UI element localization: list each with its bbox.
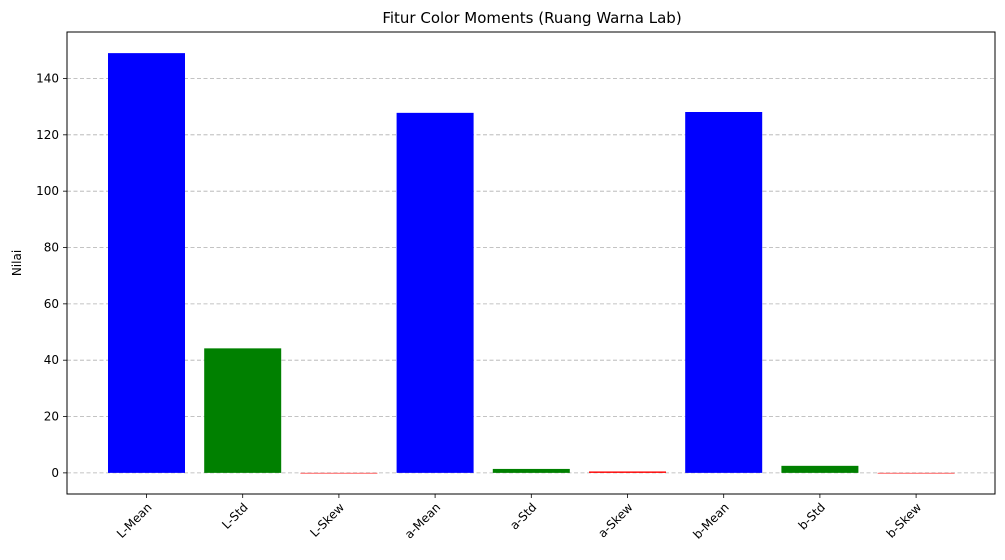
y-tick-label: 20 (44, 410, 59, 424)
y-axis-ticks: 0 20 40 60 80 100 120 140 (36, 71, 67, 480)
x-tick-label: L-Std (219, 500, 251, 532)
bar-l-mean (108, 53, 185, 473)
x-tick-label: L-Skew (307, 500, 347, 540)
y-axis-label: Nilai (10, 250, 24, 276)
x-tick-label: a-Mean (402, 500, 443, 541)
x-tick-label: b-Std (796, 500, 828, 532)
y-tick-label: 40 (44, 353, 59, 367)
bars (108, 53, 955, 474)
y-tick-label: 0 (51, 466, 59, 480)
bar-a-std (492, 468, 570, 473)
y-tick-label: 120 (36, 128, 59, 142)
bar-b-std (781, 465, 859, 473)
chart-title: Fitur Color Moments (Ruang Warna Lab) (382, 9, 681, 27)
x-tick-label: b-Skew (884, 500, 925, 541)
y-tick-label: 60 (44, 297, 59, 311)
x-tick-label: a-Skew (595, 500, 635, 540)
y-tick-label: 80 (44, 241, 59, 255)
bar-a-mean (396, 112, 474, 473)
bar-l-skew (300, 472, 378, 474)
bar-b-mean (685, 112, 763, 473)
bar-b-skew (877, 472, 955, 474)
y-tick-label: 100 (36, 184, 59, 198)
x-tick-label: b-Mean (690, 500, 731, 541)
y-tick-label: 140 (36, 71, 59, 85)
x-tick-label: a-Std (507, 500, 539, 532)
x-axis-ticks: L-Mean L-Std L-Skew a-Mean a-Std a-Skew b-Mean… (114, 494, 924, 542)
bar-l-std (204, 348, 282, 473)
bar-a-skew (589, 471, 666, 473)
x-tick-label: L-Mean (114, 500, 155, 541)
